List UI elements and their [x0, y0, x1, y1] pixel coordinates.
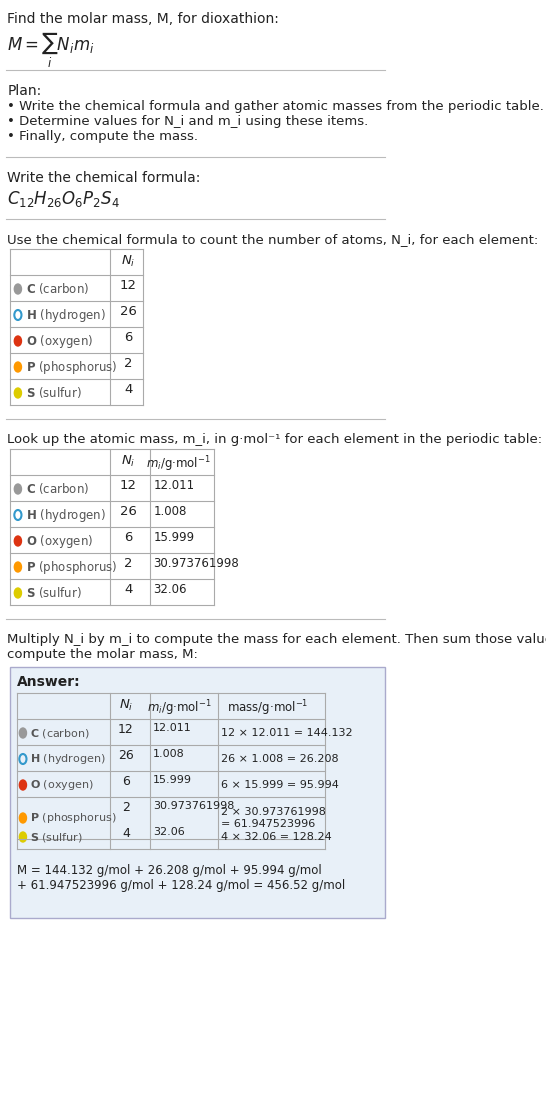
Text: 4: 4 — [122, 827, 130, 840]
Text: 1.008: 1.008 — [153, 506, 187, 518]
Text: $\bf{P}$ (phosphorus): $\bf{P}$ (phosphorus) — [26, 358, 117, 375]
Text: $\bf{C}$ (carbon): $\bf{C}$ (carbon) — [30, 727, 90, 740]
Text: 2 × 30.973761998
= 61.947523996: 2 × 30.973761998 = 61.947523996 — [221, 807, 326, 829]
Text: • Determine values for N_i and m_i using these items.: • Determine values for N_i and m_i using… — [7, 115, 369, 128]
Text: Use the chemical formula to count the number of atoms, N_i, for each element:: Use the chemical formula to count the nu… — [7, 233, 538, 246]
Circle shape — [19, 780, 27, 790]
Text: 12: 12 — [120, 279, 136, 292]
Text: 12.011: 12.011 — [153, 479, 194, 492]
Text: 26 × 1.008 = 26.208: 26 × 1.008 = 26.208 — [221, 754, 339, 764]
Text: 26: 26 — [118, 749, 134, 762]
Text: $\bf{O}$ (oxygen): $\bf{O}$ (oxygen) — [26, 532, 93, 549]
Text: 12: 12 — [118, 723, 134, 735]
Text: $m_i$/g·mol$^{-1}$: $m_i$/g·mol$^{-1}$ — [147, 698, 212, 718]
Text: $\bf{H}$ (hydrogen): $\bf{H}$ (hydrogen) — [26, 507, 105, 523]
Circle shape — [14, 588, 21, 598]
Text: • Write the chemical formula and gather atomic masses from the periodic table.: • Write the chemical formula and gather … — [7, 100, 544, 113]
Text: Write the chemical formula:: Write the chemical formula: — [7, 171, 200, 185]
Text: 32.06: 32.06 — [153, 827, 185, 837]
Text: $\bf{S}$ (sulfur): $\bf{S}$ (sulfur) — [26, 385, 81, 401]
Text: 6: 6 — [122, 775, 130, 788]
Circle shape — [19, 728, 27, 738]
Circle shape — [14, 536, 21, 546]
Text: $m_i$/g·mol$^{-1}$: $m_i$/g·mol$^{-1}$ — [146, 454, 211, 473]
Circle shape — [14, 484, 21, 494]
Text: $\bf{C}$ (carbon): $\bf{C}$ (carbon) — [26, 281, 89, 297]
Circle shape — [14, 336, 21, 346]
Text: $N_i$: $N_i$ — [119, 698, 133, 713]
Circle shape — [19, 812, 27, 822]
Text: $N_i$: $N_i$ — [121, 254, 135, 269]
Text: $\bf{H}$ (hydrogen): $\bf{H}$ (hydrogen) — [26, 307, 105, 324]
Text: 30.973761998: 30.973761998 — [153, 557, 239, 570]
Text: 26: 26 — [120, 305, 136, 318]
Text: 4: 4 — [124, 383, 132, 396]
Text: Look up the atomic mass, m_i, in g·mol⁻¹ for each element in the periodic table:: Look up the atomic mass, m_i, in g·mol⁻¹… — [7, 433, 542, 446]
Text: 6: 6 — [124, 331, 132, 344]
Text: Plan:: Plan: — [7, 84, 41, 98]
Circle shape — [14, 388, 21, 398]
Text: • Finally, compute the mass.: • Finally, compute the mass. — [7, 129, 198, 143]
Text: 32.06: 32.06 — [153, 583, 187, 596]
Text: 6: 6 — [124, 531, 132, 543]
Circle shape — [19, 833, 27, 841]
Text: $\bf{H}$ (hydrogen): $\bf{H}$ (hydrogen) — [30, 752, 106, 766]
Circle shape — [14, 362, 21, 372]
Text: Find the molar mass, M, for dioxathion:: Find the molar mass, M, for dioxathion: — [7, 12, 279, 26]
Text: 15.999: 15.999 — [153, 775, 192, 785]
Text: 12 × 12.011 = 144.132: 12 × 12.011 = 144.132 — [221, 728, 353, 738]
Text: 15.999: 15.999 — [153, 531, 194, 543]
Text: M = 144.132 g/mol + 26.208 g/mol + 95.994 g/mol
+ 61.947523996 g/mol + 128.24 g/: M = 144.132 g/mol + 26.208 g/mol + 95.99… — [17, 864, 346, 892]
Text: mass/g·mol$^{-1}$: mass/g·mol$^{-1}$ — [227, 698, 308, 718]
Text: compute the molar mass, M:: compute the molar mass, M: — [7, 648, 198, 661]
Text: 26: 26 — [120, 506, 136, 518]
Text: Multiply N_i by m_i to compute the mass for each element. Then sum those values : Multiply N_i by m_i to compute the mass … — [7, 633, 546, 646]
FancyBboxPatch shape — [10, 667, 385, 918]
Text: $\bf{O}$ (oxygen): $\bf{O}$ (oxygen) — [26, 333, 93, 349]
Text: $\bf{S}$ (sulfur): $\bf{S}$ (sulfur) — [30, 830, 83, 844]
Text: 2: 2 — [122, 801, 130, 814]
Text: $\bf{O}$ (oxygen): $\bf{O}$ (oxygen) — [30, 778, 94, 792]
Text: $C_{12}H_{26}O_6P_2S_4$: $C_{12}H_{26}O_6P_2S_4$ — [7, 189, 120, 209]
Text: $N_i$: $N_i$ — [121, 454, 135, 469]
Text: 4: 4 — [124, 583, 132, 596]
Circle shape — [14, 283, 21, 294]
Text: 12: 12 — [120, 479, 136, 492]
Text: 2: 2 — [124, 557, 132, 570]
Text: 6 × 15.999 = 95.994: 6 × 15.999 = 95.994 — [221, 780, 339, 790]
Text: 4 × 32.06 = 128.24: 4 × 32.06 = 128.24 — [221, 833, 332, 841]
Circle shape — [14, 562, 21, 573]
Text: 1.008: 1.008 — [153, 749, 185, 759]
Text: Answer:: Answer: — [17, 675, 81, 689]
Text: $\bf{C}$ (carbon): $\bf{C}$ (carbon) — [26, 481, 89, 497]
Text: $\bf{S}$ (sulfur): $\bf{S}$ (sulfur) — [26, 586, 81, 600]
Text: $\bf{P}$ (phosphorus): $\bf{P}$ (phosphorus) — [30, 811, 117, 825]
Text: $M = \sum_i N_i m_i$: $M = \sum_i N_i m_i$ — [7, 30, 94, 70]
Text: $\bf{P}$ (phosphorus): $\bf{P}$ (phosphorus) — [26, 558, 117, 576]
Text: 2: 2 — [124, 357, 132, 371]
Text: 30.973761998: 30.973761998 — [153, 801, 235, 811]
Text: 12.011: 12.011 — [153, 723, 192, 733]
